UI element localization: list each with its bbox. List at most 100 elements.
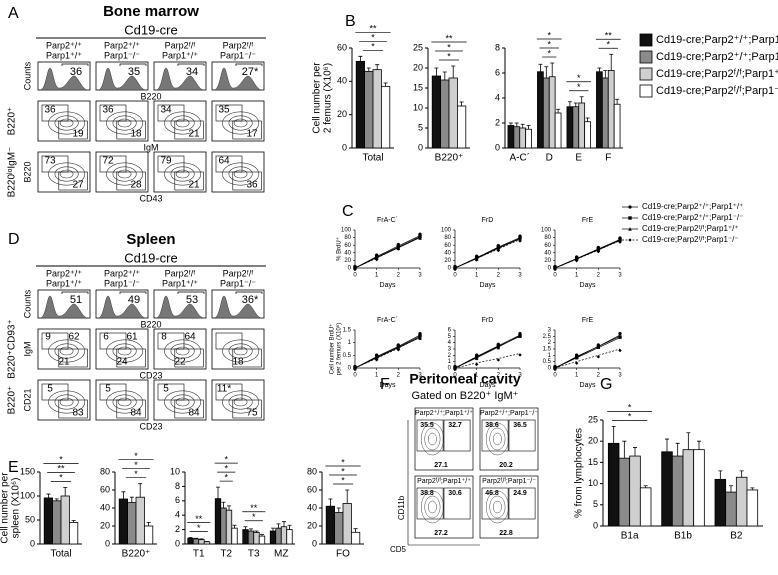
bar	[431, 75, 442, 149]
marker	[618, 348, 622, 353]
error-bar	[718, 470, 723, 480]
y-tick-label: 2	[548, 340, 552, 346]
error-bar	[243, 526, 248, 530]
contour	[164, 390, 202, 414]
y-tick-label: 15	[588, 457, 598, 467]
gate	[41, 332, 69, 350]
plot-frame	[37, 151, 91, 193]
gate-percent: 27	[72, 180, 84, 191]
gate-percent: 46.8	[485, 490, 499, 497]
histogram	[39, 67, 89, 91]
y-tick-label: 20	[337, 109, 347, 119]
series-line	[354, 336, 421, 369]
axis-label: CD21	[22, 388, 32, 411]
error-bar	[138, 483, 143, 498]
y-tick-label: 8	[175, 481, 180, 491]
y-tick-label: 40	[444, 250, 451, 256]
plot-frame	[37, 328, 91, 370]
gate	[232, 120, 262, 140]
y-tick-label: 80	[344, 235, 351, 241]
y-tick-label: 2	[175, 524, 180, 534]
x-tick-label: 3	[418, 273, 422, 279]
bar	[364, 70, 374, 149]
series-line	[554, 240, 621, 269]
chart-title: FrA-C´	[377, 217, 398, 224]
y-tick-label: 40	[100, 502, 110, 512]
error-bar	[383, 82, 388, 87]
plot-frame	[153, 379, 207, 421]
significance-star: *	[59, 473, 63, 483]
x-tick-label: MZ	[274, 549, 288, 560]
error-bar	[597, 67, 602, 72]
y-axis-label: % BrdU⁺	[336, 237, 343, 261]
bar	[135, 496, 145, 545]
significance-star: **	[445, 33, 453, 43]
y-tick-label: 0	[495, 142, 500, 152]
gate-percent: 5	[163, 384, 169, 395]
genotype-label: Parp2ᶠ/ᶠ;Parp1⁺/⁺	[417, 478, 471, 485]
legend-swatch	[639, 33, 653, 47]
x-tick-label: 1	[475, 373, 479, 379]
gate	[235, 291, 263, 294]
plot-frame	[479, 475, 539, 539]
y-tick-label: 20	[444, 258, 451, 264]
bar	[214, 498, 222, 545]
gate-percent: 21	[188, 129, 200, 140]
significance-star: *	[371, 42, 375, 52]
gate-percent: 11*	[217, 384, 231, 395]
error-bar	[129, 496, 134, 503]
x-tick-label: B1b	[674, 531, 692, 542]
genotype-header: Parp2ᶠ/ᶠ	[165, 40, 196, 50]
contour	[112, 166, 137, 182]
gate-percent: 18	[232, 357, 244, 368]
contour	[228, 166, 253, 182]
gate-percent: 24.9	[513, 490, 527, 497]
plot-frame	[37, 100, 91, 142]
x-tick-label: Total	[50, 549, 71, 560]
bar	[746, 489, 759, 527]
gate	[41, 383, 69, 401]
bar	[548, 76, 556, 149]
contour	[489, 495, 506, 519]
gate	[174, 120, 204, 140]
genotype-header: Parp1⁻/⁻	[220, 50, 256, 60]
bar	[380, 85, 391, 149]
x-axis-label: Days	[380, 282, 396, 289]
genotype-header: Parp2⁺/⁺	[46, 40, 82, 50]
y-tick-label: 20	[344, 258, 351, 264]
contour	[424, 427, 441, 451]
bar	[584, 121, 591, 149]
bar	[554, 112, 562, 149]
x-tick-label: F	[605, 153, 611, 164]
y-tick-label: 2.5	[543, 334, 552, 340]
legend-label: Cd19-cre;Parp2ᶠ/ᶠ;Parp1⁺/⁺	[642, 224, 739, 233]
error-bar	[194, 537, 198, 539]
error-bar	[544, 66, 549, 78]
axis-label: CD23	[139, 370, 162, 380]
gate-percent: 73	[44, 156, 56, 167]
gate	[119, 63, 147, 66]
significance-star: *	[606, 40, 610, 50]
marker	[596, 355, 601, 359]
gate-percent: 84	[188, 408, 200, 419]
error-bar	[459, 101, 464, 106]
x-axis-label: Days	[580, 382, 596, 389]
gate-percent: 38.6	[485, 422, 499, 429]
significance-star: **	[57, 464, 65, 474]
bar	[671, 455, 684, 527]
panel-letter: G	[600, 376, 612, 393]
significance-star: *	[134, 451, 138, 461]
genotype-header: Parp2ᶠ/ᶠ	[165, 268, 196, 278]
legend-label: Cd19-cre;Parp2ᶠ/ᶠ;Parp1⁺/⁺	[656, 68, 778, 80]
genotype-header: Parp1⁻/⁻	[220, 278, 256, 288]
gate-percent: 21	[188, 180, 200, 191]
plot-frame	[211, 328, 265, 370]
gate	[232, 399, 262, 419]
y-tick-label: 10	[170, 466, 180, 476]
gate-percent: 36	[246, 180, 258, 191]
contour	[59, 118, 74, 128]
gate	[41, 104, 69, 122]
contour	[228, 115, 253, 131]
gate	[116, 171, 146, 191]
error-bar	[221, 501, 226, 508]
